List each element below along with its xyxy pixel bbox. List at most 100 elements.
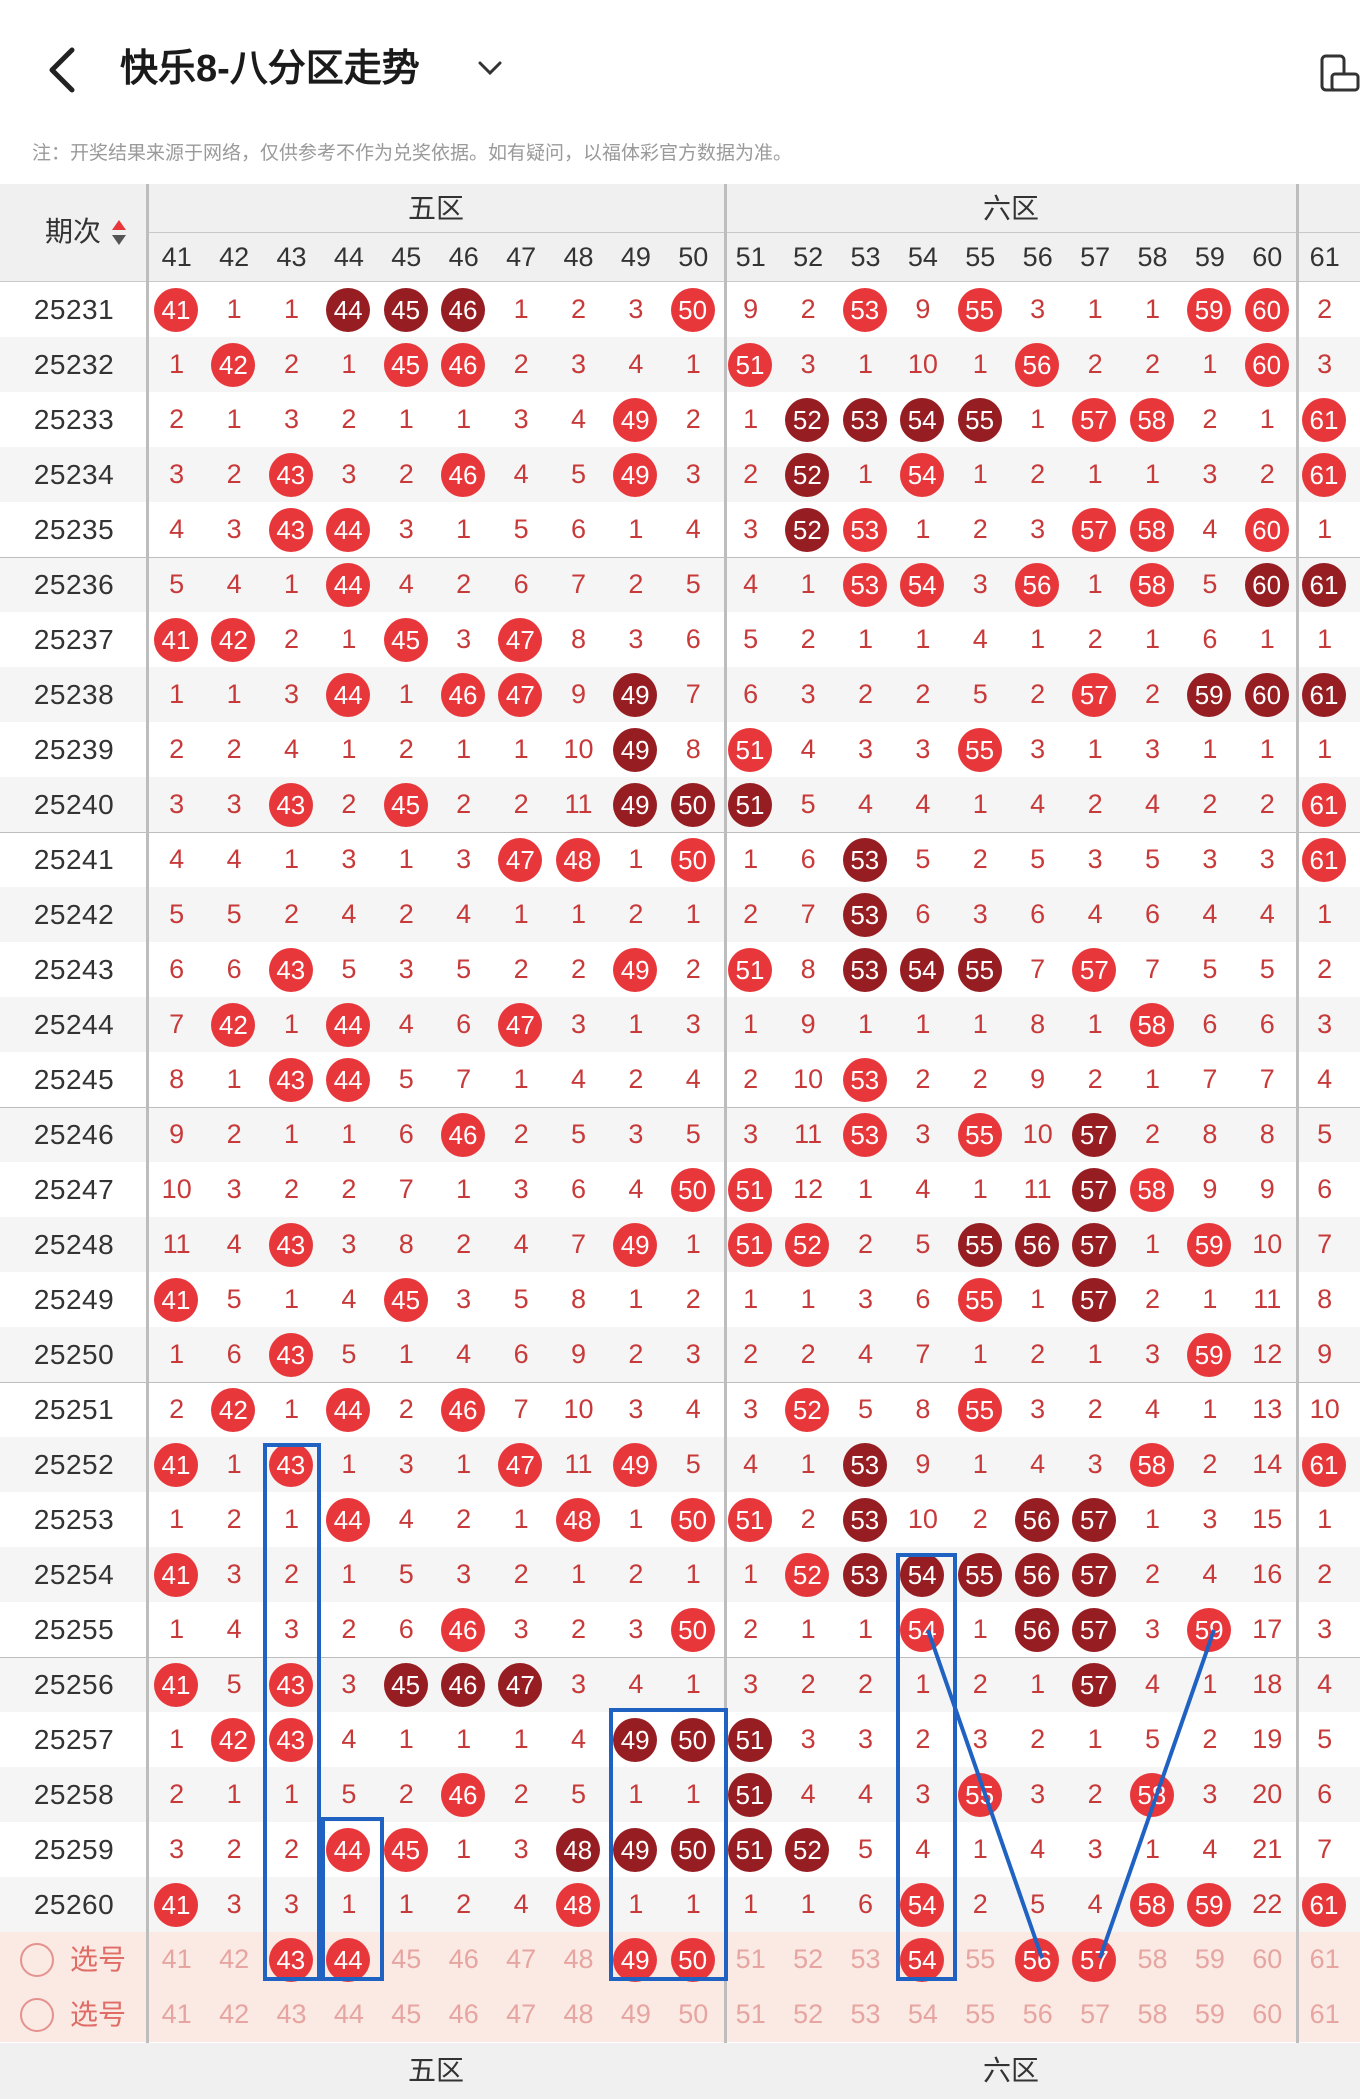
select-number-50[interactable]: 50 [678, 1999, 709, 2029]
select-number-58[interactable]: 58 [1137, 1999, 1168, 2029]
drawn-ball: 46 [441, 1773, 485, 1817]
table-row: 25253 1 2 1 44 4 2 1 48 1 50 51 2 53 10 2 56 57 1 3 15 1 [0, 1492, 1360, 1547]
column-header-48: 48 [563, 242, 594, 272]
cell: 1 [169, 1724, 185, 1754]
select-number-60[interactable]: 60 [1252, 1999, 1283, 2029]
select-number-55[interactable]: 55 [965, 1944, 996, 1974]
drawn-ball: 45 [383, 1663, 428, 1707]
chevron-down-icon[interactable] [474, 52, 506, 84]
select-number-49[interactable]: 49 [607, 1932, 664, 1987]
select-number-61[interactable]: 61 [1309, 1944, 1340, 1974]
cell: 5 [570, 1119, 586, 1149]
select-number-51[interactable]: 51 [735, 1944, 766, 1974]
select-number-44[interactable]: 44 [320, 1932, 377, 1987]
select-number-49[interactable]: 49 [620, 1999, 651, 2029]
cell: 2 [513, 1119, 529, 1149]
selected-ball[interactable]: 43 [268, 1938, 313, 1982]
select-number-54[interactable]: 54 [907, 1999, 938, 2029]
cell: 43 [263, 1712, 320, 1767]
selected-ball[interactable]: 44 [326, 1938, 371, 1982]
selected-ball[interactable]: 49 [613, 1938, 658, 1982]
cell: 2 [972, 1889, 988, 1919]
cell: 52 [779, 392, 836, 447]
cell: 56 [1009, 337, 1066, 392]
select-number-54[interactable]: 54 [894, 1932, 951, 1987]
select-number-48[interactable]: 48 [563, 1944, 594, 1974]
select-number-43[interactable]: 43 [276, 1999, 307, 2029]
select-number-46[interactable]: 46 [448, 1944, 479, 1974]
cell: 2 [1144, 1559, 1160, 1589]
select-number-42[interactable]: 42 [219, 1944, 250, 1974]
phone-rotate-icon[interactable] [1316, 50, 1360, 96]
radio-button[interactable] [20, 1998, 54, 2032]
cell: 8 [1259, 1119, 1275, 1149]
selected-ball[interactable]: 50 [670, 1938, 715, 1982]
select-number-61[interactable]: 61 [1309, 1999, 1340, 2029]
select-number-51[interactable]: 51 [735, 1999, 766, 2029]
cell: 3 [283, 404, 299, 434]
cell: 1 [341, 1559, 357, 1589]
drawn-ball: 44 [326, 1058, 371, 1102]
cell: 43 [263, 1327, 320, 1382]
select-number-56[interactable]: 56 [1022, 1999, 1053, 2029]
table-row: 25256 41 5 43 3 45 46 47 3 4 1 3 2 2 1 2 1 57 4 1 18 4 [0, 1657, 1360, 1712]
cell: 59 [1181, 282, 1238, 337]
cell: 51 [722, 1712, 779, 1767]
cell: 2 [1087, 789, 1103, 819]
select-number-52[interactable]: 52 [793, 1999, 824, 2029]
select-number-48[interactable]: 48 [563, 1999, 594, 2029]
select-number-59[interactable]: 59 [1194, 1999, 1225, 2029]
drawn-ball: 48 [555, 838, 600, 882]
cell: 10 [563, 1394, 594, 1424]
cell: 43 [263, 1657, 320, 1712]
drawn-ball: 56 [1015, 1223, 1059, 1267]
selected-ball[interactable]: 54 [900, 1938, 945, 1982]
select-number-53[interactable]: 53 [850, 1999, 881, 2029]
select-number-50[interactable]: 50 [665, 1932, 722, 1987]
page-title[interactable]: 快乐8-八分区走势 [120, 48, 420, 90]
cell: 1 [800, 1889, 816, 1919]
cell: 3 [972, 569, 988, 599]
drawn-ball: 51 [728, 1168, 772, 1212]
select-number-47[interactable]: 47 [506, 1999, 537, 2029]
select-number-52[interactable]: 52 [793, 1944, 824, 1974]
select-number-58[interactable]: 58 [1137, 1944, 1168, 1974]
select-number-45[interactable]: 45 [391, 1999, 422, 2029]
drawn-ball: 44 [326, 1388, 371, 1432]
cell: 1 [226, 679, 242, 709]
period-header[interactable]: 期次 [0, 184, 148, 282]
cell: 2 [341, 1174, 357, 1204]
select-number-59[interactable]: 59 [1194, 1944, 1225, 1974]
select-number-41[interactable]: 41 [161, 1999, 192, 2029]
table-row: 25251 2 42 1 44 2 46 7 10 3 4 3 52 5 8 55 3 2 4 1 13 10 [0, 1382, 1360, 1437]
cell: 2 [283, 1559, 299, 1589]
select-number-60[interactable]: 60 [1252, 1944, 1283, 1974]
select-number-42[interactable]: 42 [219, 1999, 250, 2029]
select-number-47[interactable]: 47 [506, 1944, 537, 1974]
highlight-box-43 [263, 1443, 321, 1981]
select-number-41[interactable]: 41 [161, 1944, 192, 1974]
select-number-57[interactable]: 57 [1080, 1999, 1111, 2029]
select-number-55[interactable]: 55 [965, 1999, 996, 2029]
select-number-43[interactable]: 43 [263, 1932, 320, 1987]
drawn-ball: 46 [441, 288, 485, 332]
drawn-ball: 52 [785, 508, 830, 552]
drawn-ball: 41 [154, 618, 198, 662]
drawn-ball: 59 [1187, 1883, 1232, 1927]
select-number-44[interactable]: 44 [333, 1999, 364, 2029]
cell: 6 [1317, 1174, 1333, 1204]
back-arrow-icon[interactable] [40, 40, 90, 100]
drawn-ball: 50 [670, 1498, 715, 1542]
cell: 7 [800, 899, 816, 929]
cell: 3 [570, 1669, 586, 1699]
select-number-46[interactable]: 46 [448, 1999, 479, 2029]
cell: 2 [456, 1889, 472, 1919]
table-row: 25235 4 3 43 44 3 1 5 6 1 4 3 52 53 1 2 3 57 58 4 60 1 [0, 502, 1360, 557]
cell: 55 [952, 1107, 1009, 1162]
cell: 1 [857, 1174, 873, 1204]
sort-icon[interactable] [110, 218, 128, 248]
select-number-53[interactable]: 53 [850, 1944, 881, 1974]
cell: 3 [456, 1559, 472, 1589]
radio-button[interactable] [20, 1943, 54, 1977]
select-number-45[interactable]: 45 [391, 1944, 422, 1974]
